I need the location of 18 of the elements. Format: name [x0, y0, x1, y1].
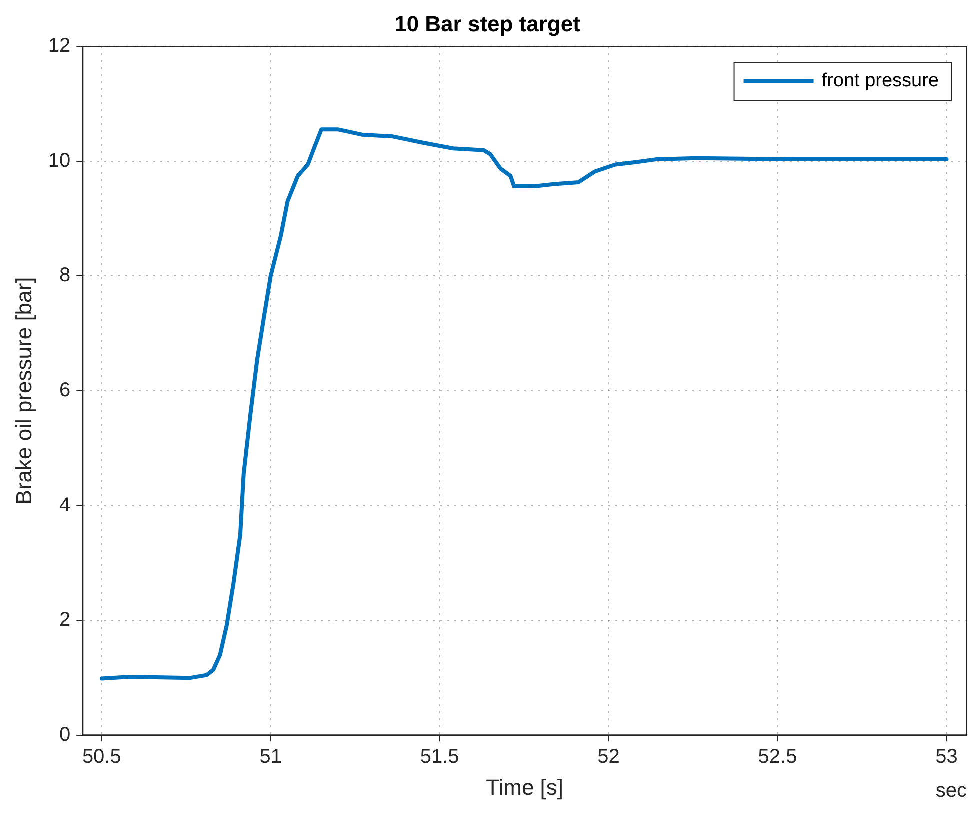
- y-tick-label: 4: [60, 494, 71, 516]
- legend-label: front pressure: [822, 70, 940, 92]
- x-tick-label: 51.5: [420, 746, 460, 768]
- y-tick-label: 10: [48, 150, 71, 172]
- y-tick-label: 12: [48, 34, 71, 57]
- y-tick-label: 2: [60, 609, 71, 632]
- text: sec: [936, 780, 967, 802]
- x-tick-label: 50.5: [82, 746, 122, 768]
- x-tick-label: 52: [598, 746, 620, 768]
- y-tick-label: 6: [60, 380, 71, 402]
- x-tick-label: 53: [936, 746, 958, 768]
- x-tick-label: 51: [260, 746, 282, 768]
- chart-title: 10 Bar step target: [394, 11, 582, 36]
- x-axis-title: Time [s]: [486, 774, 564, 800]
- y-tick-label: 8: [60, 264, 71, 287]
- x-tick-label: 52.5: [758, 746, 798, 768]
- y-tick-label: 0: [60, 724, 71, 746]
- y-axis-title: Brake oil pressure [bar]: [11, 277, 36, 505]
